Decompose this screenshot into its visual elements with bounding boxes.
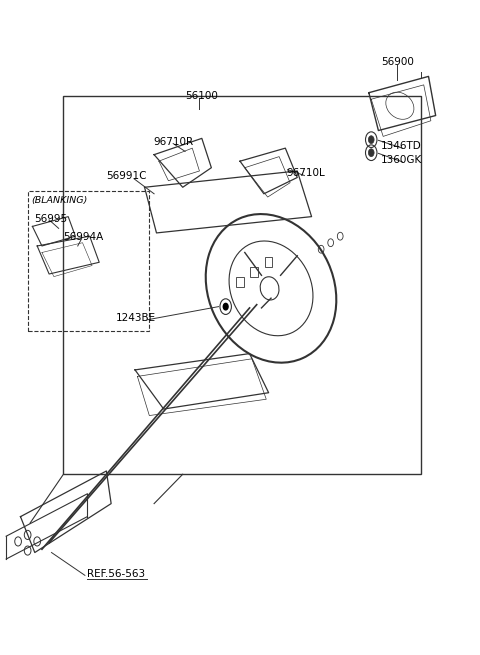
Bar <box>236 276 244 287</box>
Text: 1360GK: 1360GK <box>381 155 422 165</box>
Circle shape <box>223 303 228 310</box>
Circle shape <box>368 149 374 157</box>
Text: 1346TD: 1346TD <box>381 141 421 151</box>
Text: 96710L: 96710L <box>287 168 325 178</box>
Text: 1243BE: 1243BE <box>116 313 156 324</box>
Text: 56994A: 56994A <box>63 233 104 242</box>
Bar <box>63 96 421 474</box>
Text: 56995: 56995 <box>34 214 67 223</box>
Circle shape <box>368 136 374 143</box>
Text: 96710R: 96710R <box>153 137 193 147</box>
Text: 56991C: 56991C <box>107 171 147 181</box>
Bar <box>265 257 273 267</box>
Text: REF.56-563: REF.56-563 <box>87 569 145 579</box>
Text: (BLANKING): (BLANKING) <box>31 196 87 205</box>
Text: 56100: 56100 <box>185 91 218 101</box>
Bar <box>28 191 149 331</box>
Bar <box>251 267 258 277</box>
Text: 56900: 56900 <box>381 57 414 67</box>
